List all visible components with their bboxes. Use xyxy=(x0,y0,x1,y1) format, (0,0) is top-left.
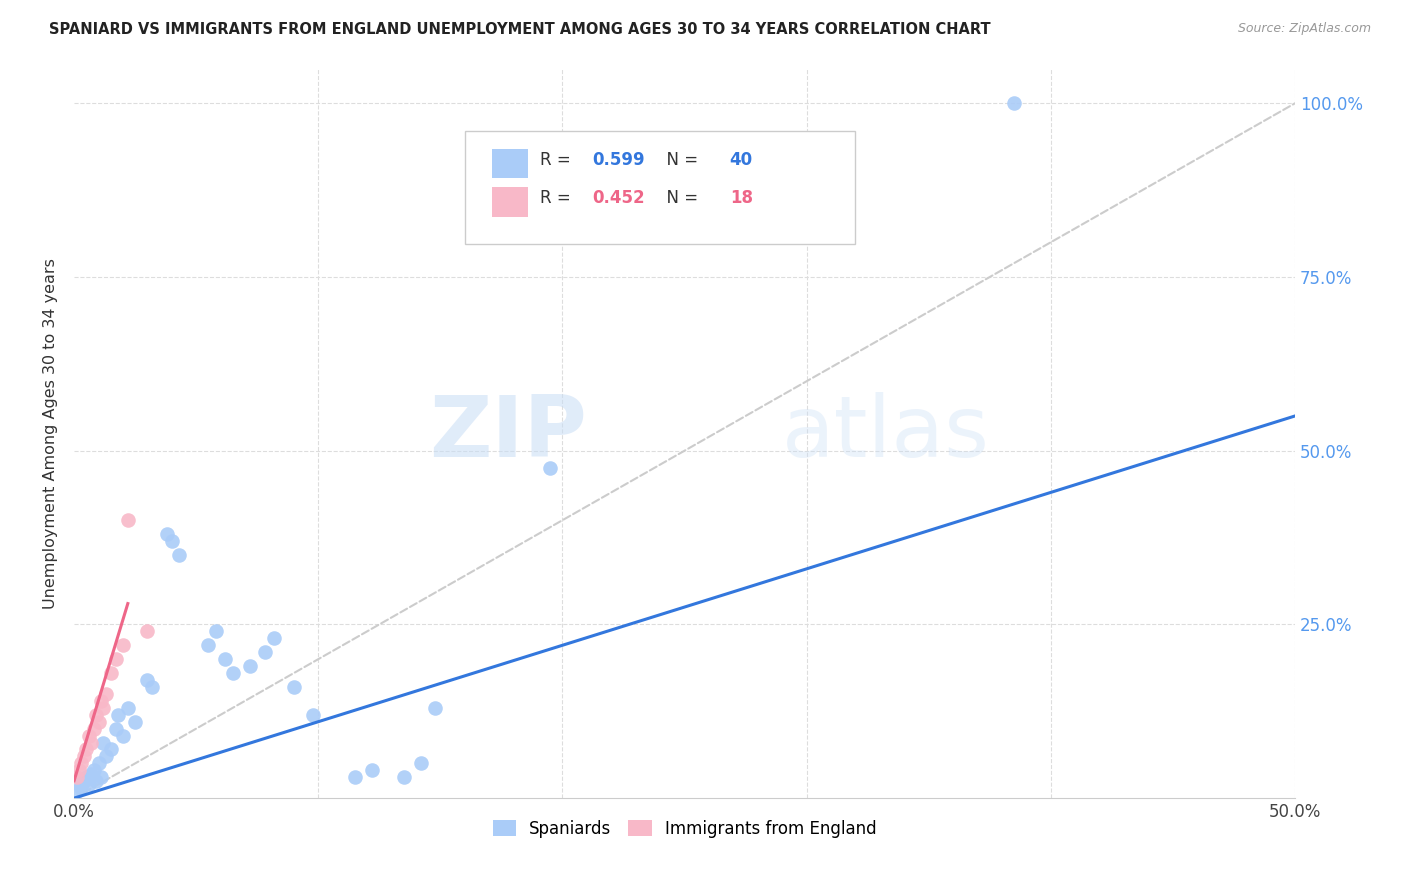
Legend: Spaniards, Immigrants from England: Spaniards, Immigrants from England xyxy=(486,814,883,845)
Point xyxy=(136,624,159,639)
Point xyxy=(84,773,107,788)
Point xyxy=(409,756,432,771)
Point xyxy=(87,756,110,771)
Point xyxy=(67,777,90,791)
Point xyxy=(65,784,87,798)
Point xyxy=(100,666,122,681)
Point xyxy=(214,652,236,666)
Point xyxy=(253,645,276,659)
Point xyxy=(117,513,139,527)
Point xyxy=(124,714,146,729)
Point xyxy=(83,722,105,736)
Point xyxy=(204,624,226,639)
FancyBboxPatch shape xyxy=(465,130,855,244)
Point xyxy=(90,694,112,708)
Point xyxy=(87,714,110,729)
Point xyxy=(302,707,325,722)
Point xyxy=(67,764,90,778)
Text: Source: ZipAtlas.com: Source: ZipAtlas.com xyxy=(1237,22,1371,36)
Point xyxy=(156,527,179,541)
FancyBboxPatch shape xyxy=(492,149,529,178)
Point xyxy=(93,701,115,715)
Point xyxy=(160,534,183,549)
Point xyxy=(1002,96,1025,111)
Point xyxy=(361,764,384,778)
Point xyxy=(392,770,415,784)
Point xyxy=(84,707,107,722)
Point xyxy=(94,749,117,764)
Text: N =: N = xyxy=(657,189,704,208)
Point xyxy=(70,780,93,795)
Point xyxy=(239,659,262,673)
Point xyxy=(80,767,103,781)
Point xyxy=(167,548,190,562)
Point xyxy=(222,666,245,681)
Point xyxy=(77,729,100,743)
Text: ZIP: ZIP xyxy=(429,392,586,475)
Text: R =: R = xyxy=(540,189,576,208)
Point xyxy=(425,701,447,715)
Text: R =: R = xyxy=(540,151,576,169)
Point xyxy=(65,770,87,784)
Point xyxy=(197,638,219,652)
Point xyxy=(111,729,134,743)
Point xyxy=(73,773,96,788)
Point xyxy=(117,701,139,715)
Point xyxy=(263,632,285,646)
Point xyxy=(90,770,112,784)
Point xyxy=(75,770,97,784)
Text: N =: N = xyxy=(657,151,704,169)
Point xyxy=(107,707,129,722)
Point xyxy=(141,680,163,694)
Point xyxy=(104,652,127,666)
Point xyxy=(111,638,134,652)
Point xyxy=(538,461,561,475)
Point xyxy=(100,742,122,756)
Point xyxy=(93,735,115,749)
Text: 40: 40 xyxy=(730,151,752,169)
Text: atlas: atlas xyxy=(782,392,990,475)
Point xyxy=(94,687,117,701)
Point xyxy=(80,735,103,749)
Point xyxy=(283,680,305,694)
Text: 18: 18 xyxy=(730,189,752,208)
Point xyxy=(77,777,100,791)
Point xyxy=(83,764,105,778)
Text: 0.599: 0.599 xyxy=(592,151,644,169)
Text: 0.452: 0.452 xyxy=(592,189,644,208)
Point xyxy=(343,770,366,784)
Point xyxy=(70,756,93,771)
Text: SPANIARD VS IMMIGRANTS FROM ENGLAND UNEMPLOYMENT AMONG AGES 30 TO 34 YEARS CORRE: SPANIARD VS IMMIGRANTS FROM ENGLAND UNEM… xyxy=(49,22,991,37)
Point xyxy=(136,673,159,687)
Point xyxy=(73,749,96,764)
Point xyxy=(75,742,97,756)
Y-axis label: Unemployment Among Ages 30 to 34 years: Unemployment Among Ages 30 to 34 years xyxy=(44,258,58,608)
FancyBboxPatch shape xyxy=(492,187,529,217)
Point xyxy=(104,722,127,736)
